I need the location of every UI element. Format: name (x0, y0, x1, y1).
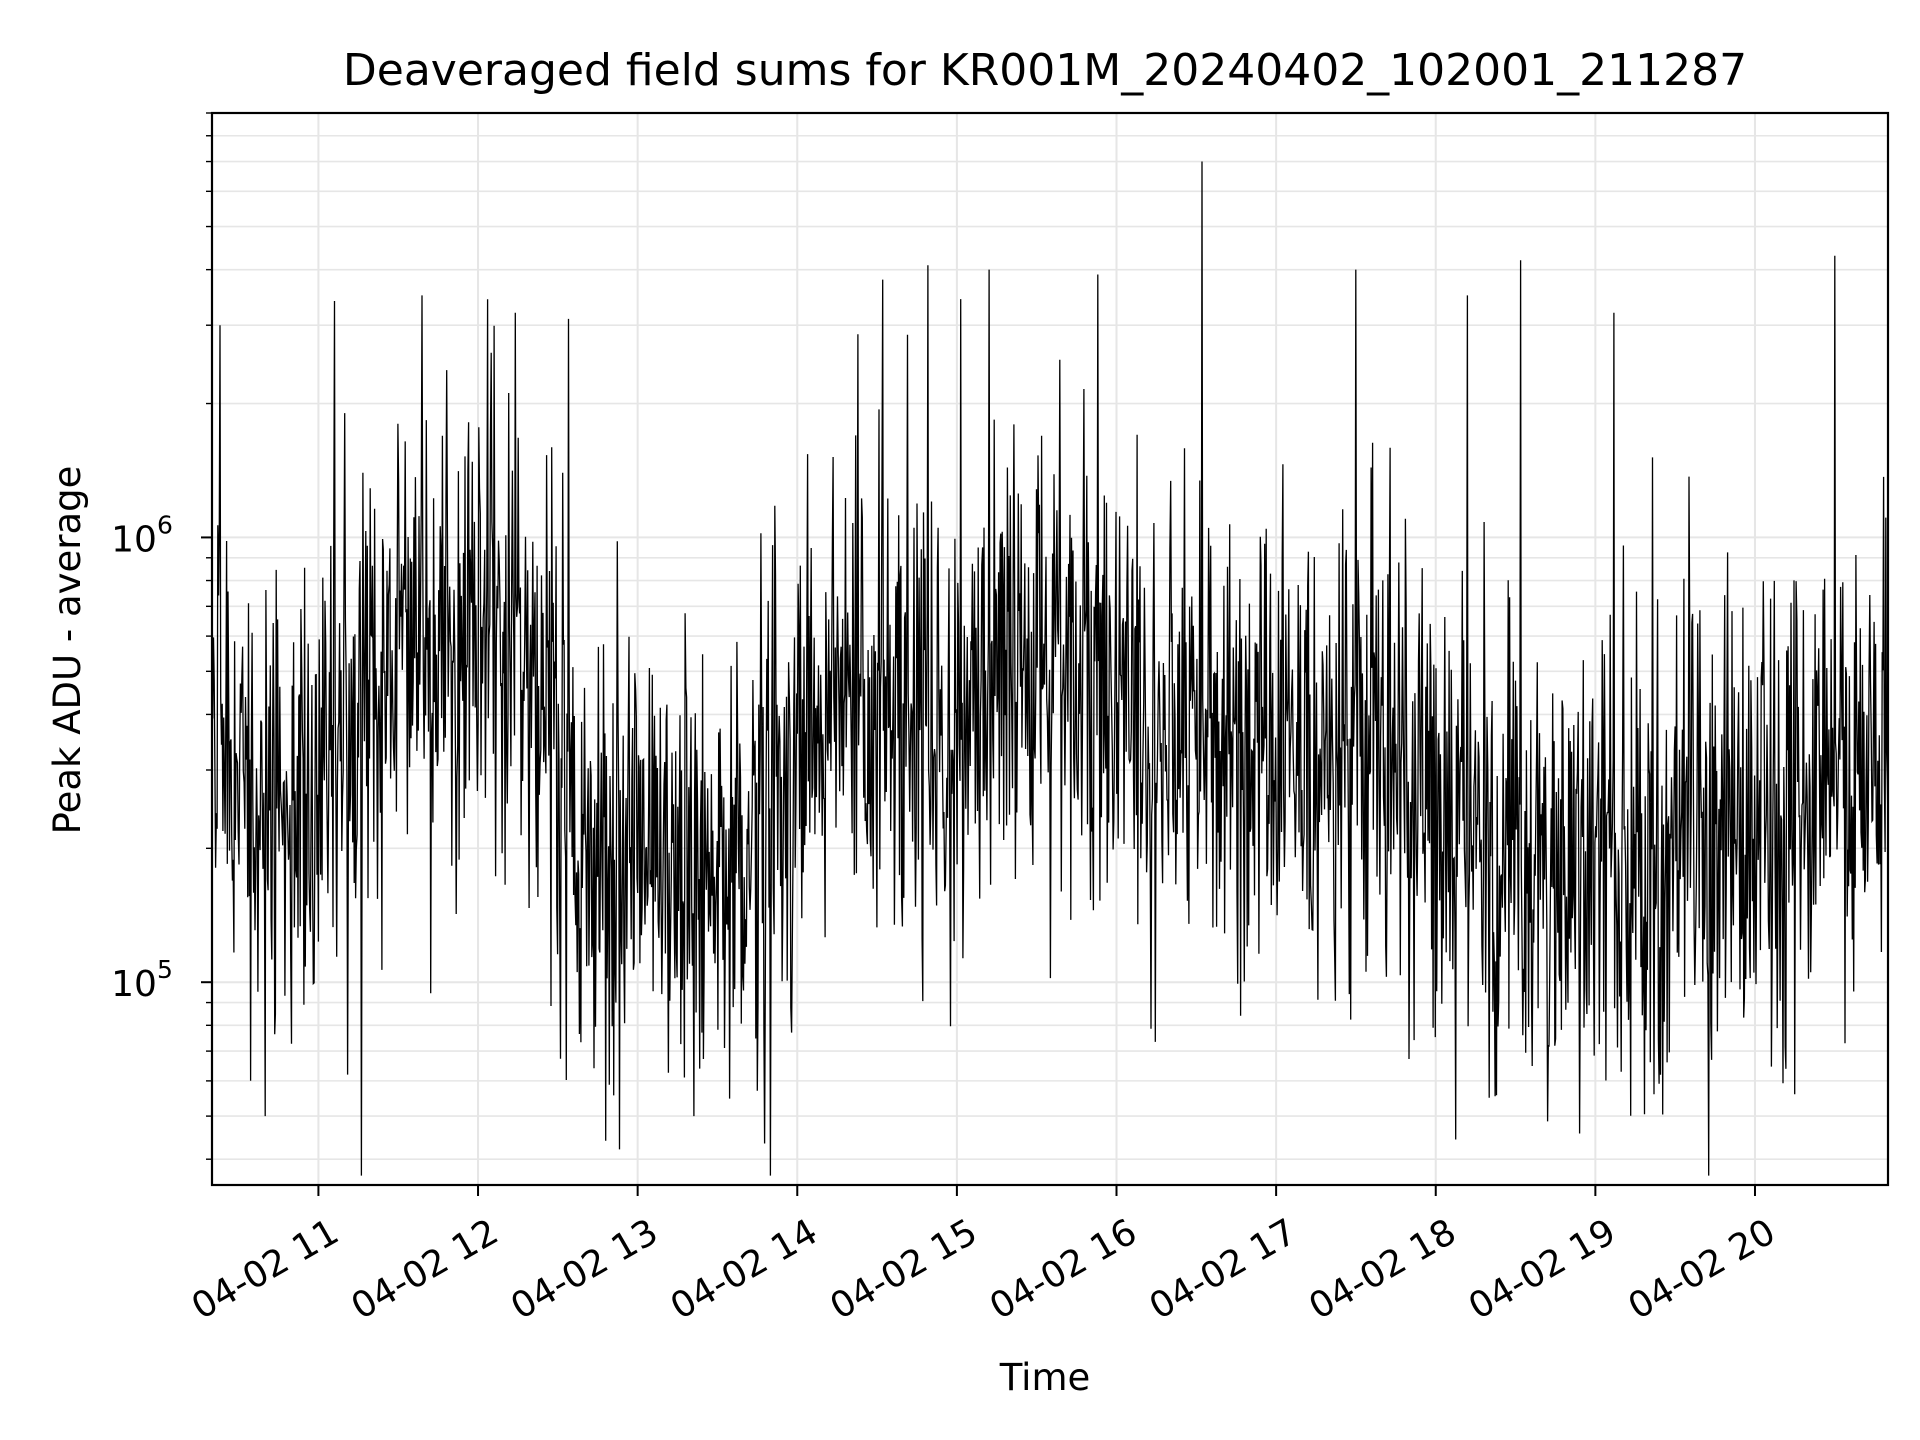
y-tick-label: 106 (111, 510, 173, 560)
y-tick-label: 105 (111, 955, 173, 1005)
data-layer (211, 161, 1889, 1176)
y-axis-label: Peak ADU - average (46, 466, 89, 835)
x-axis-label: Time (999, 1356, 1091, 1399)
chart-title: Deaveraged field sums for KR001M_2024040… (343, 45, 1747, 96)
plot-frame (210, 111, 1890, 1187)
data-series-line (211, 161, 1889, 1176)
